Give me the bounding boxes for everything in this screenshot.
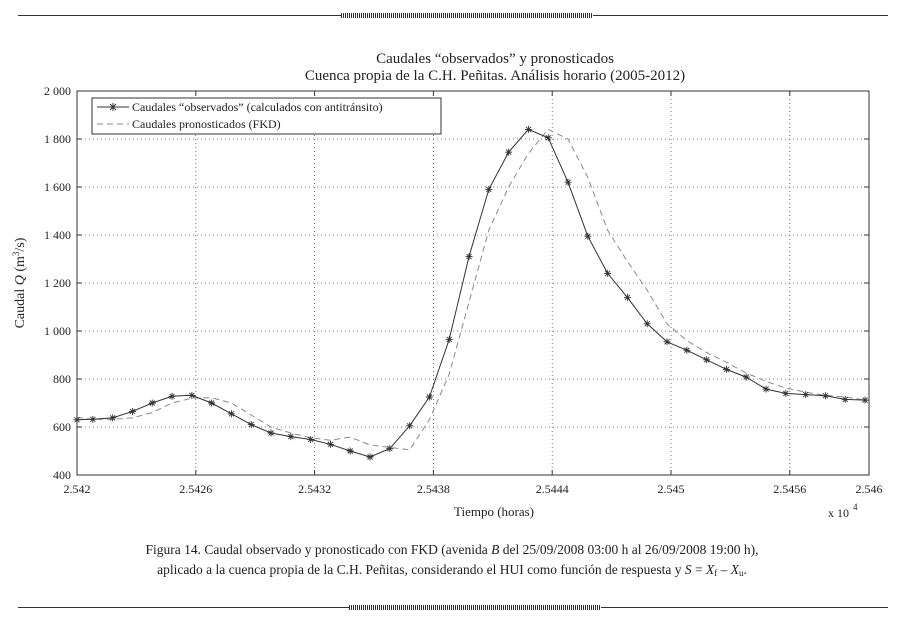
data-point-marker [148, 399, 156, 407]
y-tick-label: 1 600 [44, 180, 71, 194]
caption-l2-sub2: u [739, 568, 744, 578]
legend-label-forecast: Caudales pronosticados (FKD) [132, 117, 281, 131]
data-point-marker [287, 433, 295, 441]
data-point-marker [465, 253, 473, 261]
data-point-marker [247, 421, 255, 429]
bottom-rule-hatch [349, 605, 601, 610]
data-point-marker [307, 435, 315, 443]
caption-line-1: Figura 14. Caudal observado y pronostica… [60, 540, 844, 560]
caption-l1b: B [491, 542, 500, 557]
series-layer [73, 125, 869, 461]
x-axis-label: Tiempo (horas) [454, 504, 534, 519]
y-tick-label: 800 [53, 372, 71, 386]
x-tick-label: 2.5444 [536, 482, 569, 496]
chart: Caudales “observados” y pronosticados Cu… [11, 51, 883, 520]
y-tick-label: 1 800 [44, 132, 71, 146]
grid [77, 91, 869, 475]
data-point-marker [445, 335, 453, 343]
data-point-marker [722, 365, 730, 373]
data-point-marker [109, 414, 117, 422]
data-point-marker [643, 320, 651, 328]
data-point-marker [326, 440, 334, 448]
y-tick-label: 400 [53, 468, 71, 482]
chart-subtitle: Cuenca propia de la C.H. Peñitas. Anális… [305, 68, 685, 84]
data-point-marker [425, 393, 433, 401]
data-point-marker [584, 232, 592, 240]
x-tick-label: 2.542 [64, 482, 91, 496]
caption-l1c: del 25/09/2008 03:00 h al 26/09/2008 19:… [499, 542, 759, 557]
data-point-marker [762, 385, 770, 393]
data-point-marker [208, 399, 216, 407]
y-tick-label: 1 200 [44, 276, 71, 290]
figure-caption: Figura 14. Caudal observado y pronostica… [60, 540, 844, 583]
caption-l2-minus: – [717, 562, 731, 577]
series-line-observed [76, 128, 866, 458]
data-point-marker [366, 453, 374, 461]
data-point-marker [683, 346, 691, 354]
caption-line-2: aplicado a la cuenca propia de la C.H. P… [60, 560, 844, 583]
data-point-marker [168, 392, 176, 400]
data-point-marker [663, 338, 671, 346]
data-point-marker [346, 447, 354, 455]
caption-l2-end: . [743, 562, 747, 577]
x-tick-label: 2.5456 [773, 482, 806, 496]
chart-titles: Caudales “observados” y pronosticados Cu… [305, 51, 685, 84]
data-point-marker [406, 422, 414, 430]
data-point-marker [841, 395, 849, 403]
y-tick-label: 600 [53, 420, 71, 434]
data-point-marker [742, 373, 750, 381]
y-axis-label: Caudal Q (m3/s) [11, 237, 28, 328]
data-point-marker [524, 125, 532, 133]
data-point-marker [802, 391, 810, 399]
x-tick-label: 2.545 [658, 482, 685, 496]
series-line-forecast [76, 128, 866, 451]
x-tick-label: 2.5432 [298, 482, 331, 496]
x-tick-label: 2.5426 [179, 482, 212, 496]
caption-l2-eq: = [691, 562, 707, 577]
data-point-marker [505, 148, 513, 156]
data-point-marker [821, 392, 829, 400]
y-axis-label-var: Q [13, 275, 28, 285]
caption-l2a: aplicado a la cuenca propia de la C.H. P… [157, 562, 685, 577]
y-tick-label: 1 000 [44, 324, 71, 338]
data-point-marker [386, 445, 394, 453]
x-multiplier-text: x 10 [828, 506, 849, 520]
legend-box [91, 97, 442, 135]
data-point-marker [861, 396, 869, 404]
data-point-marker [485, 185, 493, 193]
data-point-marker [73, 416, 81, 424]
y-axis-label-unit-pre: (m [13, 256, 28, 272]
x-multiplier-exp: 4 [853, 502, 858, 512]
legend-marker-observed [109, 103, 117, 111]
data-point-marker [564, 178, 572, 186]
caption-l2-sub1: f [714, 568, 718, 578]
caption-l2-S: S [684, 562, 692, 577]
data-point-marker [703, 356, 711, 364]
legend: Caudales “observados” (calculados con an… [91, 97, 442, 135]
data-point-marker [128, 407, 136, 415]
caption-l2-X2: X [730, 562, 740, 577]
data-point-marker [267, 429, 275, 437]
y-tick-label: 2 000 [44, 84, 71, 98]
data-point-marker [188, 391, 196, 399]
data-point-marker [623, 293, 631, 301]
ticks: 2.542 2.5426 2.5432 2.5438 2.5444 2.545 2.5456… [44, 84, 883, 496]
y-axis-label-unit-exp: 3 [11, 251, 21, 256]
y-axis-label-unit-post: /s) [13, 237, 28, 251]
data-point-marker [89, 415, 97, 423]
legend-label-observed: Caudales “observados” (calculados con an… [132, 100, 383, 114]
caption-l1a: Figura 14. Caudal observado y pronostica… [145, 542, 492, 557]
y-tick-label: 1 400 [44, 228, 71, 242]
caption-l2-X1: X [706, 562, 715, 577]
x-tick-label: 2.546 [856, 482, 883, 496]
top-rule-hatch [341, 13, 593, 18]
y-axis-label-main: Caudal [13, 289, 28, 329]
chart-title: Caudales “observados” y pronosticados [376, 51, 614, 67]
x-multiplier: x 10 4 [828, 502, 858, 520]
data-point-marker [782, 389, 790, 397]
x-tick-label: 2.5438 [417, 482, 450, 496]
data-point-marker [604, 269, 612, 277]
data-point-marker [544, 134, 552, 142]
data-point-marker [227, 410, 235, 418]
